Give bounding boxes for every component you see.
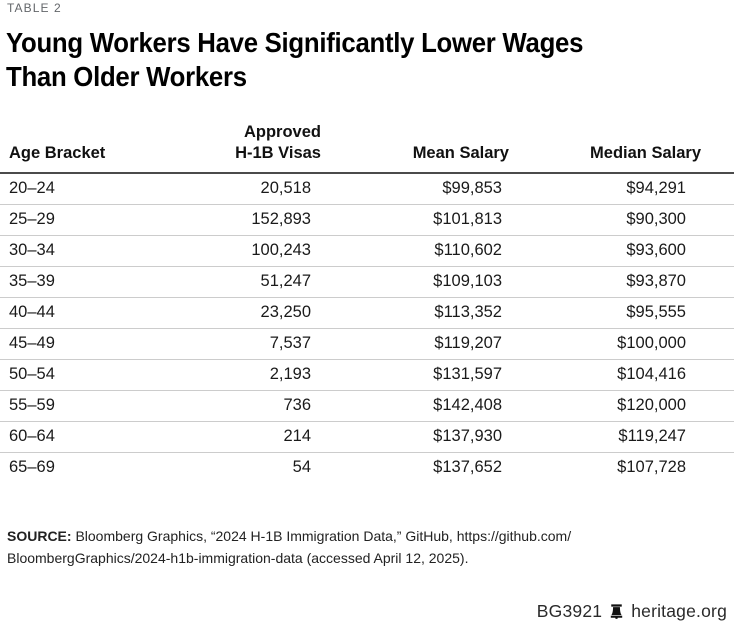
table-cell: 23,250 — [260, 303, 311, 321]
column-header-label: Median Salary — [590, 144, 701, 162]
document-id: BG3921 — [536, 601, 603, 621]
table-cell: 20,518 — [260, 179, 311, 198]
table-cell: 45–49 — [9, 334, 55, 352]
table-cell: $142,408 — [433, 396, 502, 414]
table-cell: 51,247 — [260, 272, 311, 290]
table-cell: 60–64 — [9, 427, 55, 445]
table-cell: $90,300 — [626, 210, 686, 228]
table-cell: 30–34 — [9, 241, 55, 259]
table-cell: 25–29 — [9, 210, 55, 228]
table-cell: $137,930 — [433, 427, 502, 445]
column-header-median-salary: Median Salary — [513, 122, 734, 174]
data-table: Age Bracket Approved H-1B Visas Mean Sal… — [0, 122, 734, 483]
table-cell: 214 — [283, 427, 311, 445]
table-cell: $109,103 — [433, 272, 502, 290]
table-row: 50–54 2,193 $131,597 $104,416 — [0, 359, 734, 390]
table-cell: $110,602 — [434, 241, 502, 259]
table-cell: $104,416 — [617, 365, 686, 383]
table-row: 30–34 100,243 $110,602 $93,600 — [0, 235, 734, 266]
table-cell: 50–54 — [9, 365, 55, 383]
table-label: TABLE 2 — [7, 1, 62, 15]
table-row: 35–39 51,247 $109,103 $93,870 — [0, 266, 734, 297]
table-cell: 20–24 — [9, 179, 55, 198]
table-cell: $93,870 — [626, 272, 686, 290]
title-line-2: Than Older Workers — [6, 61, 247, 92]
column-header-label-line2: H-1B Visas — [235, 144, 321, 162]
column-header-label-line1: Approved — [243, 123, 321, 141]
table-cell: $101,813 — [433, 210, 502, 228]
table-cell: $100,000 — [617, 334, 686, 352]
table-cell: 152,893 — [251, 210, 311, 228]
table-cell: $119,207 — [434, 334, 502, 352]
table-row: 40–44 23,250 $113,352 $95,555 — [0, 297, 734, 328]
table-cell: 65–69 — [9, 458, 55, 477]
table-row: 25–29 152,893 $101,813 $90,300 — [0, 204, 734, 235]
table-cell: 40–44 — [9, 303, 55, 321]
table-cell: $107,728 — [617, 458, 686, 477]
table-header-row: Age Bracket Approved H-1B Visas Mean Sal… — [0, 122, 734, 174]
table-cell: $113,352 — [434, 303, 502, 321]
table-cell: 55–59 — [9, 396, 55, 414]
column-header-label: Mean Salary — [412, 144, 509, 162]
table-row: 55–59 736 $142,408 $120,000 — [0, 390, 734, 421]
table-header: Age Bracket Approved H-1B Visas Mean Sal… — [0, 122, 734, 174]
source-note: SOURCE: Bloomberg Graphics, “2024 H-1B I… — [7, 526, 607, 569]
table-cell: 100,243 — [251, 241, 311, 259]
site-url: heritage.org — [631, 601, 727, 621]
table-cell: 2,193 — [269, 365, 311, 383]
table-cell: 35–39 — [9, 272, 55, 290]
source-text-line1: Bloomberg Graphics, “2024 H-1B Immigrati… — [71, 528, 572, 544]
column-header-age-bracket: Age Bracket — [0, 122, 160, 174]
source-text-line2: BloombergGraphics/2024-h1b-immigration-d… — [7, 549, 469, 566]
title-line-1: Young Workers Have Significantly Lower W… — [6, 27, 584, 58]
table-body: 20–24 20,518 $99,853 $94,291 25–29 152,893 $10… — [0, 173, 734, 483]
table-cell: $131,597 — [433, 365, 502, 383]
column-header-approved-visas: Approved H-1B Visas — [160, 122, 325, 174]
table-row: 60–64 214 $137,930 $119,247 — [0, 421, 734, 452]
table-row: 20–24 20,518 $99,853 $94,291 — [0, 173, 734, 204]
column-header-label: Age Bracket — [9, 144, 106, 162]
table-cell: $119,247 — [618, 427, 686, 445]
table-cell: $94,291 — [626, 179, 686, 198]
table-cell: $95,555 — [626, 303, 686, 321]
page-title: Young Workers Have Significantly Lower W… — [6, 26, 583, 94]
footer: BG3921 heritage.org — [537, 601, 727, 622]
table-row: 65–69 54 $137,652 $107,728 — [0, 452, 734, 483]
table-row: 45–49 7,537 $119,207 $100,000 — [0, 328, 734, 359]
source-label: SOURCE: — [7, 528, 72, 544]
table-cell: $93,600 — [626, 241, 686, 259]
table-cell: 736 — [283, 396, 311, 414]
liberty-bell-icon — [611, 604, 623, 619]
table-cell: $99,853 — [442, 179, 502, 198]
table-cell: 7,537 — [269, 334, 311, 352]
table-cell: $137,652 — [433, 458, 502, 477]
table-cell: $120,000 — [617, 396, 686, 414]
table-cell: 54 — [292, 458, 311, 477]
column-header-mean-salary: Mean Salary — [325, 122, 513, 174]
